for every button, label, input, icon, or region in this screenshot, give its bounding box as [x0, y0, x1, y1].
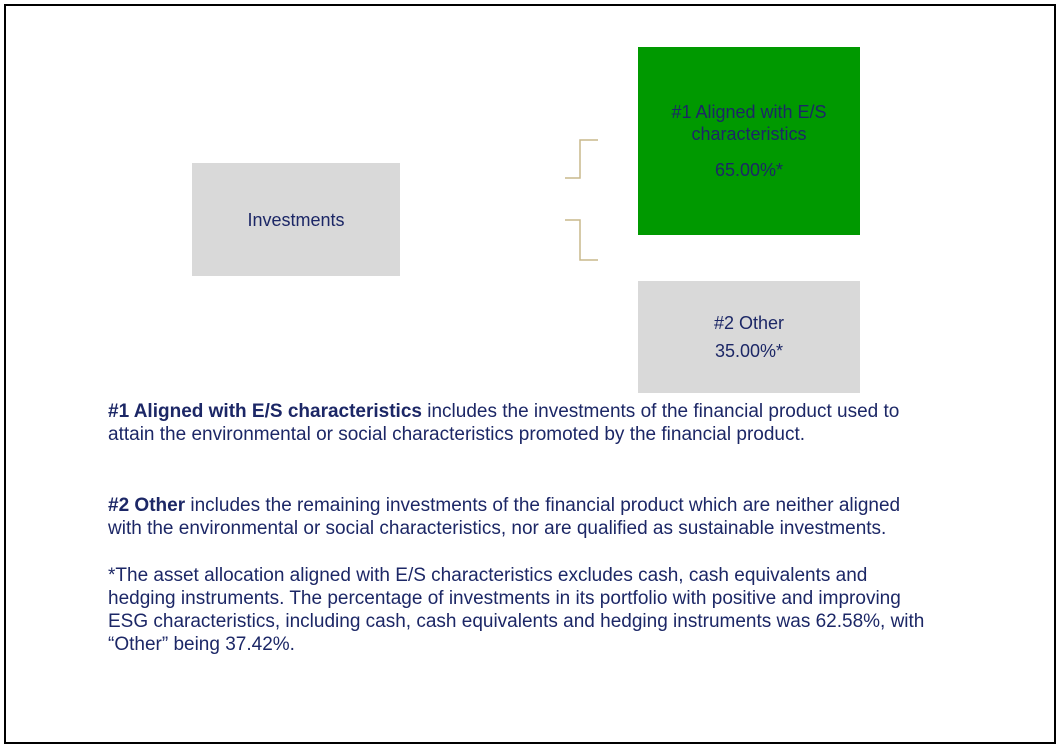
node-label: Investments — [247, 209, 345, 230]
node-investments: Investments — [192, 163, 400, 276]
node-aligned: #1 Aligned with E/S characteristics 65.0… — [638, 47, 860, 235]
paragraph: #1 Aligned with E/S characteristics incl… — [108, 400, 938, 446]
text: includes the remaining investments of th… — [108, 495, 901, 539]
bold-term: #1 Aligned with E/S characteristics — [108, 401, 422, 422]
node-label: #1 Aligned with E/S characteristics — [671, 102, 827, 144]
node-other: #2 Other 35.00%* — [638, 281, 860, 393]
connector — [565, 219, 598, 261]
paragraph: #2 Other includes the remaining investme… — [108, 494, 938, 540]
text: *The asset allocation aligned with E/S c… — [108, 565, 925, 655]
node-value: 35.00%* — [714, 341, 784, 361]
node-value: 65.00%* — [714, 160, 784, 180]
bold-term: #2 Other — [108, 495, 186, 516]
connector — [565, 139, 598, 179]
text: includes the investments of the financia… — [108, 401, 900, 445]
node-label: #2 Other — [713, 313, 785, 333]
paragraph: *The asset allocation aligned with E/S c… — [108, 564, 938, 656]
